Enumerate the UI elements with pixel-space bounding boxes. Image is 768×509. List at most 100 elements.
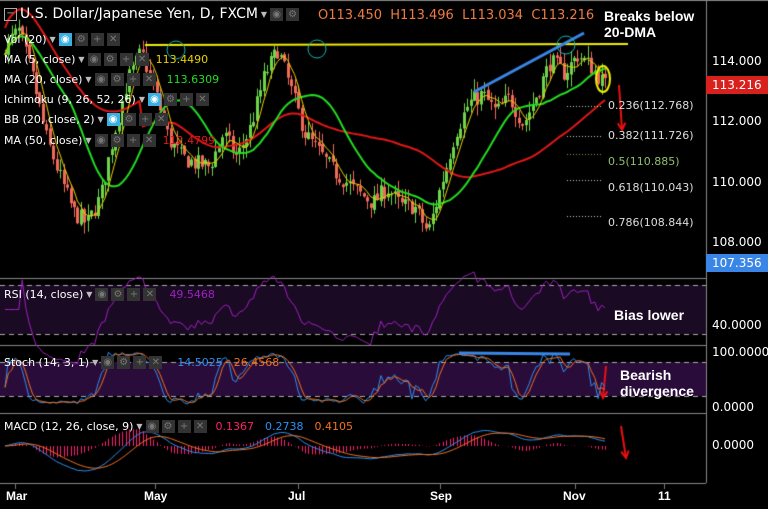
plus-icon[interactable]: + (127, 288, 141, 301)
legend-ma50[interactable]: MA (50, close) ▼ ◉ ⚙ + ✕ 112.4799 (4, 134, 215, 147)
close-icon[interactable]: ✕ (149, 356, 163, 369)
stoch-d-value: 26.4568 (233, 356, 280, 369)
legend-label: Stoch (14, 3, 1) (4, 356, 90, 369)
chevron-down-icon[interactable]: ▼ (85, 136, 92, 145)
fib-level-label: 0.5(110.885) (608, 155, 680, 168)
gear-icon[interactable]: ⚙ (286, 7, 300, 21)
annotation-bearish-divergence: Bearish divergence (620, 367, 694, 399)
gear-icon[interactable]: ⚙ (110, 73, 124, 86)
ohlc-readout: O113.450 H113.496 L113.034 C113.216 (318, 8, 594, 23)
close-icon[interactable]: ✕ (143, 288, 157, 301)
visibility-icon[interactable]: ◉ (147, 93, 161, 106)
symbol-title[interactable]: U.S. Dollar/Japanese Yen, D, FXCM (20, 6, 258, 22)
gear-icon[interactable]: ⚙ (117, 356, 131, 369)
stoch-tick: 0.0000 (712, 400, 754, 414)
legend-ma20[interactable]: MA (20, close) ▼ ◉ ⚙ + ✕ 113.6309 (4, 73, 219, 86)
stoch-k-value: 14.5025 (177, 356, 223, 369)
gear-icon[interactable]: ⚙ (122, 113, 136, 126)
price-tick: 108.000 (712, 235, 762, 249)
price-tick: 112.000 (712, 114, 762, 128)
open-value: O113.450 (318, 8, 382, 23)
close-icon[interactable]: ✕ (154, 113, 168, 126)
legend-ma5[interactable]: MA (5, close) ▼ ◉ ⚙ + ✕ 113.4490 (4, 53, 208, 66)
fib-level-label: 0.236(112.768) (608, 99, 694, 112)
plus-icon[interactable]: + (177, 420, 191, 433)
ma20-value: 113.6309 (166, 73, 220, 86)
legend-ichimoku[interactable]: Ichimoku (9, 26, 52, 26) ▼ ◉ ⚙ + ✕ (4, 93, 209, 106)
annotation-breaks-below: Breaks below 20-DMA (604, 8, 695, 40)
visibility-icon[interactable]: ◉ (270, 7, 284, 21)
low-price-tag: 107.356 (706, 254, 768, 272)
collapse-icon[interactable]: − (4, 7, 17, 21)
high-value: H113.496 (390, 8, 454, 23)
chevron-down-icon[interactable]: ▼ (85, 75, 92, 84)
visibility-icon[interactable]: ◉ (87, 53, 101, 66)
visibility-icon[interactable]: ◉ (94, 73, 108, 86)
plus-icon[interactable]: + (90, 33, 104, 46)
visibility-icon[interactable]: ◉ (101, 356, 115, 369)
chevron-down-icon[interactable]: ▼ (86, 290, 93, 299)
gear-icon[interactable]: ⚙ (111, 288, 125, 301)
visibility-icon[interactable]: ◉ (95, 288, 109, 301)
plus-icon[interactable]: + (119, 53, 133, 66)
chevron-down-icon[interactable]: ▼ (97, 115, 104, 124)
chevron-down-icon[interactable]: ▼ (49, 35, 56, 44)
macd-histogram-value: 0.1367 (215, 420, 255, 433)
close-icon[interactable]: ✕ (135, 53, 149, 66)
legend-label: Vol (20) (4, 33, 47, 46)
time-label: Nov (563, 489, 586, 503)
legend-stoch[interactable]: Stoch (14, 3, 1) ▼ ◉ ⚙ + ✕ 14.5025 26.4568 (4, 356, 279, 369)
close-value: C113.216 (531, 8, 595, 23)
gear-icon[interactable]: ⚙ (74, 33, 88, 46)
visibility-icon[interactable]: ◉ (145, 420, 159, 433)
annotation-bias-lower: Bias lower (614, 307, 685, 323)
legend-macd[interactable]: MACD (12, 26, close, 9) ▼ ◉ ⚙ + ✕ 0.1367 0.2738… (4, 420, 353, 433)
chevron-down-icon[interactable]: ▼ (78, 55, 85, 64)
ma5-value: 113.4490 (155, 53, 209, 66)
legend-label: MACD (12, 26, close, 9) (4, 420, 134, 433)
close-icon[interactable]: ✕ (193, 420, 207, 433)
time-label: May (144, 489, 168, 503)
symbol-header: − U.S. Dollar/Japanese Yen, D, FXCM ▼ ◉ ⚙ (4, 6, 300, 22)
gear-icon[interactable]: ⚙ (161, 420, 175, 433)
close-icon[interactable]: ✕ (106, 33, 120, 46)
time-label: Jul (288, 489, 306, 503)
last-price-tag: 113.216 (706, 76, 768, 94)
visibility-icon[interactable]: ◉ (94, 134, 108, 147)
legend-label: BB (20, close, 2) (4, 113, 95, 126)
gear-icon[interactable]: ⚙ (163, 93, 177, 106)
legend-bb[interactable]: BB (20, close, 2) ▼ ◉ ⚙ + ✕ (4, 113, 168, 126)
plus-icon[interactable]: + (133, 356, 147, 369)
chevron-down-icon[interactable]: ▼ (136, 422, 143, 431)
rsi-value: 49.5468 (169, 288, 215, 301)
plus-icon[interactable]: + (138, 113, 152, 126)
visibility-icon[interactable]: ◉ (106, 113, 120, 126)
close-icon[interactable]: ✕ (142, 73, 156, 86)
plus-icon[interactable]: + (126, 134, 140, 147)
time-label: Mar (6, 489, 28, 503)
plus-icon[interactable]: + (126, 73, 140, 86)
price-tick: 114.000 (712, 54, 762, 68)
chevron-down-icon[interactable]: ▼ (92, 358, 99, 367)
gear-icon[interactable]: ⚙ (103, 53, 117, 66)
close-icon[interactable]: ✕ (142, 134, 156, 147)
close-icon[interactable]: ✕ (195, 93, 209, 106)
fib-level-label: 0.382(111.726) (608, 129, 694, 142)
fib-level-label: 0.786(108.844) (608, 216, 694, 229)
gear-icon[interactable]: ⚙ (110, 134, 124, 147)
plus-icon[interactable]: + (179, 93, 193, 106)
chevron-down-icon[interactable]: ▼ (138, 95, 145, 104)
legend-label: MA (5, close) (4, 53, 76, 66)
stoch-tick: 100.0000 (712, 345, 768, 359)
legend-label: RSI (14, close) (4, 288, 84, 301)
low-value: L113.034 (462, 8, 524, 23)
time-label: 11 (658, 489, 671, 503)
legend-label: Ichimoku (9, 26, 52, 26) (4, 93, 136, 106)
chevron-down-icon[interactable]: ▼ (260, 9, 268, 19)
rsi-tick: 40.0000 (712, 318, 762, 332)
visibility-icon[interactable]: ◉ (58, 33, 72, 46)
fib-level-label: 0.618(110.043) (608, 181, 694, 194)
legend-rsi[interactable]: RSI (14, close) ▼ ◉ ⚙ + ✕ 49.5468 (4, 288, 215, 301)
legend-vol[interactable]: Vol (20) ▼ ◉ ⚙ + ✕ (4, 33, 120, 46)
legend-label: MA (20, close) (4, 73, 83, 86)
